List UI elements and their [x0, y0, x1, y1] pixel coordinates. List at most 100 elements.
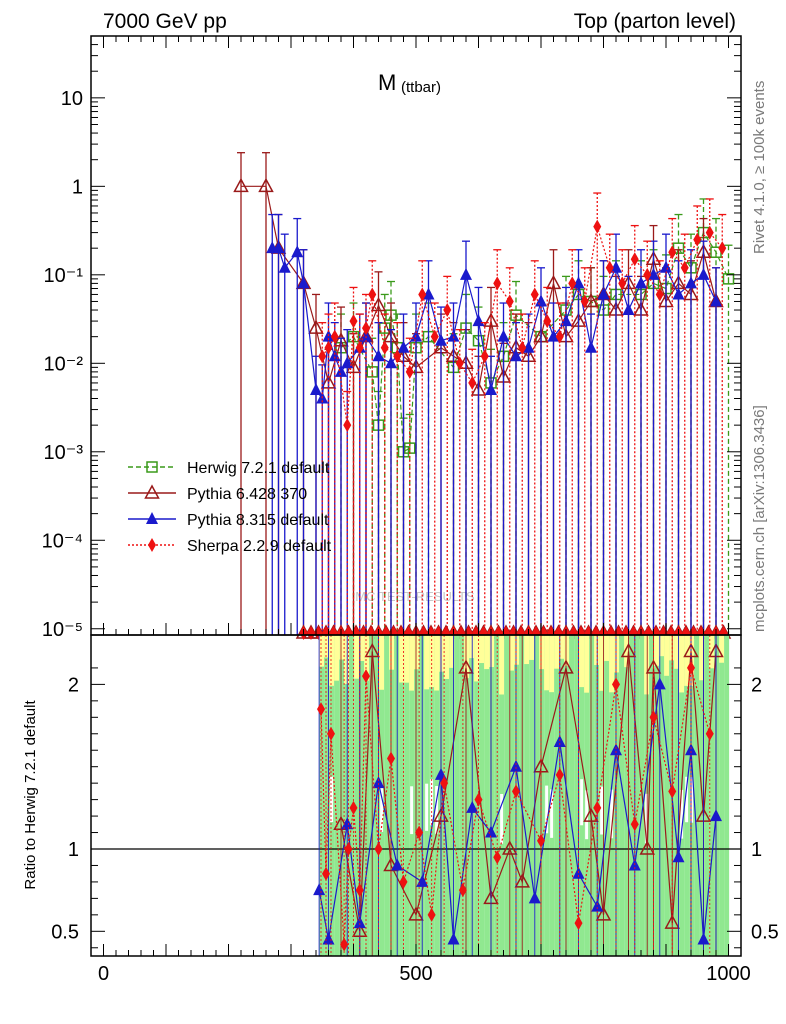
band-green-bin	[724, 635, 730, 956]
ratio-data-point	[313, 883, 326, 896]
band-yellow-bin	[479, 635, 485, 664]
band-yellow-bin	[344, 635, 350, 684]
band-yellow-bin	[334, 635, 340, 681]
edge-marker	[307, 626, 315, 640]
band-yellow-bin	[319, 635, 325, 667]
band-green-bin	[539, 635, 545, 956]
band-yellow-bin	[644, 635, 650, 695]
band-green-bin	[624, 635, 630, 956]
ratio-data-point	[408, 906, 424, 921]
band-yellow-bin	[554, 635, 560, 669]
data-point	[680, 260, 689, 275]
data-point	[493, 276, 502, 291]
data-point	[310, 382, 322, 395]
band-yellow-bin	[409, 635, 415, 691]
band-green-bin	[554, 635, 560, 956]
plot-title-main: M	[378, 70, 396, 95]
band-green-bin	[649, 635, 655, 956]
data-point	[405, 364, 414, 379]
data-point	[362, 321, 370, 336]
band-green-bin	[419, 635, 425, 956]
data-point	[722, 273, 735, 285]
data-point	[278, 260, 291, 273]
ratio-data-point	[447, 932, 460, 945]
data-point	[543, 314, 552, 329]
ratio-data-point	[630, 817, 639, 832]
ratio-data-point	[372, 776, 385, 789]
band-yellow-bin	[329, 635, 335, 686]
band-gap	[550, 789, 554, 838]
band-green-bin	[404, 635, 410, 956]
data-point	[535, 294, 547, 307]
ratio-data-point	[458, 883, 467, 898]
band-gap	[545, 785, 549, 834]
ratio-data-point	[327, 726, 335, 741]
band-green-bin	[474, 635, 480, 956]
band-green-bin	[334, 635, 340, 956]
data-point	[518, 340, 527, 355]
data-point	[697, 267, 710, 280]
band-green-bin	[464, 635, 470, 956]
band-yellow-bin	[654, 635, 660, 666]
ratio-data-point	[649, 710, 658, 725]
data-point	[530, 287, 539, 302]
data-point	[497, 329, 510, 342]
legend-entry: Sherpa 2.2.9 default	[128, 538, 332, 555]
data-point	[505, 294, 514, 309]
band-green-bin	[694, 635, 700, 956]
band-gap	[685, 776, 689, 823]
data-point	[547, 329, 560, 342]
band-green-bin	[574, 635, 580, 956]
main-y-ticks: 10 1 10⁻¹ 10⁻² 10⁻³ 10⁻⁴ 10⁻⁵	[42, 35, 741, 641]
legend-entry: Pythia 6.428 370	[128, 484, 307, 503]
data-point	[308, 319, 324, 334]
band-green-bin	[674, 635, 680, 956]
band-green-bin	[604, 635, 610, 956]
data-point	[597, 287, 610, 300]
band-gap	[600, 786, 604, 835]
band-green-bin	[369, 635, 375, 956]
ratio-data-point	[710, 809, 722, 822]
data-point	[635, 276, 647, 289]
ratio-data-point	[391, 858, 404, 871]
band-yellow-bin	[449, 635, 455, 668]
legend-label: Pythia 6.428 370	[187, 486, 307, 503]
y-tick-label: 10⁻⁵	[42, 619, 83, 641]
ratio-data-point	[583, 807, 599, 822]
band-gap	[410, 786, 414, 835]
band-green-bin	[399, 635, 405, 956]
band-green-bin	[569, 635, 575, 956]
band-yellow-bin	[529, 635, 535, 660]
data-point	[335, 364, 347, 377]
data-point	[455, 356, 464, 371]
ratio-data-point	[355, 883, 364, 898]
band-green-bin	[454, 635, 460, 956]
data-point	[655, 287, 664, 302]
band-green-bin	[344, 635, 350, 956]
band-green-bin	[479, 635, 485, 956]
band-yellow-bin	[679, 635, 685, 693]
data-point	[718, 241, 727, 256]
header-right: Top (parton level)	[574, 10, 736, 33]
ratio-data-point	[514, 873, 531, 888]
band-gap	[435, 786, 439, 834]
series-3	[318, 192, 727, 635]
y-tick-label: 10⁻²	[44, 353, 84, 375]
ratio-data-point	[668, 784, 677, 799]
band-yellow-bin	[549, 635, 555, 693]
data-point	[618, 276, 627, 291]
band-yellow-bin	[474, 635, 480, 682]
band-yellow-bin	[354, 635, 360, 679]
watermark: MC TEST-RESULTS	[355, 589, 475, 604]
band-green-bin	[414, 635, 420, 956]
band-green-bin	[389, 635, 395, 956]
data-point	[522, 340, 535, 353]
band-yellow-bin	[414, 635, 420, 670]
data-point	[668, 245, 677, 260]
band-yellow-bin	[539, 635, 545, 670]
legend-marker	[146, 461, 158, 473]
ratio-data-point	[593, 800, 602, 815]
band-green-bin	[484, 635, 490, 956]
band-yellow-bin	[464, 635, 470, 679]
